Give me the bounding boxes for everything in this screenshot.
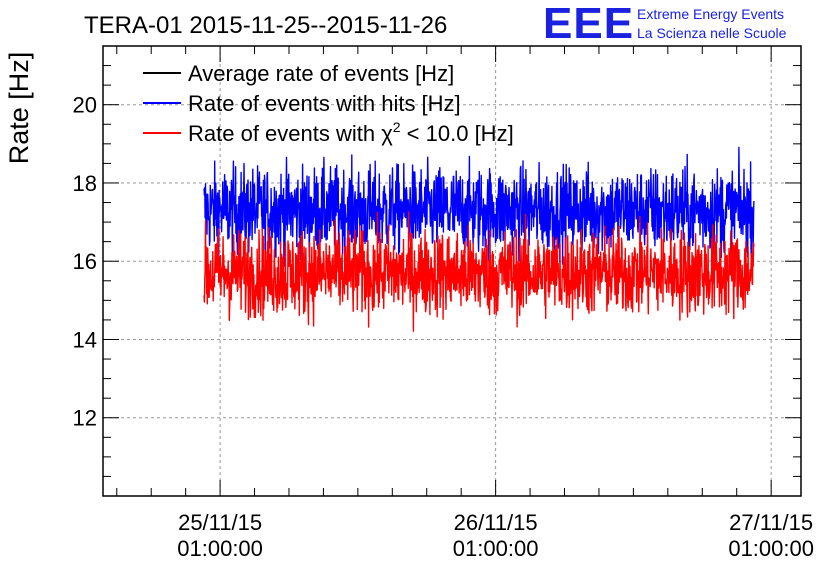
x-tick-label-date: 26/11/15 (454, 510, 538, 535)
y-axis-label: Rate [Hz] (4, 52, 34, 165)
legend-label-hits: Rate of events with hits [Hz] (188, 91, 461, 116)
series-line-1 (203, 146, 755, 268)
x-tick-label-time: 01:00:00 (177, 536, 263, 561)
y-tick-label: 20 (73, 93, 97, 118)
x-tick-label-date: 25/11/15 (178, 510, 262, 535)
y-tick-label: 12 (73, 406, 97, 431)
x-tick-label-date: 27/11/15 (729, 510, 813, 535)
x-tick-label-time: 01:00:00 (728, 536, 814, 561)
legend: Average rate of events [Hz] Rate of even… (143, 61, 514, 146)
eee-logo-mark: EEE (543, 0, 635, 48)
y-tick-label: 14 (73, 327, 97, 352)
legend-superscript: 2 (393, 119, 401, 135)
logo-line-2: La Scienza nelle Scuole (637, 25, 787, 41)
axes (102, 45, 802, 497)
y-tick-label: 18 (73, 171, 97, 196)
plot-frame (102, 45, 802, 497)
chart-title: TERA-01 2015-11-25--2015-11-26 (84, 12, 447, 39)
legend-label-chi2: Rate of events with χ2 < 10.0 [Hz] (188, 119, 514, 146)
legend-label-average: Average rate of events [Hz] (188, 61, 454, 86)
tick-labels: 121416182025/11/1501:00:0026/11/1501:00:… (73, 93, 814, 561)
logo-line-1: Extreme Energy Events (637, 6, 785, 22)
x-tick-label-time: 01:00:00 (453, 536, 539, 561)
series-layer (203, 146, 755, 332)
y-tick-label: 16 (73, 249, 97, 274)
series-line-2 (203, 211, 755, 332)
